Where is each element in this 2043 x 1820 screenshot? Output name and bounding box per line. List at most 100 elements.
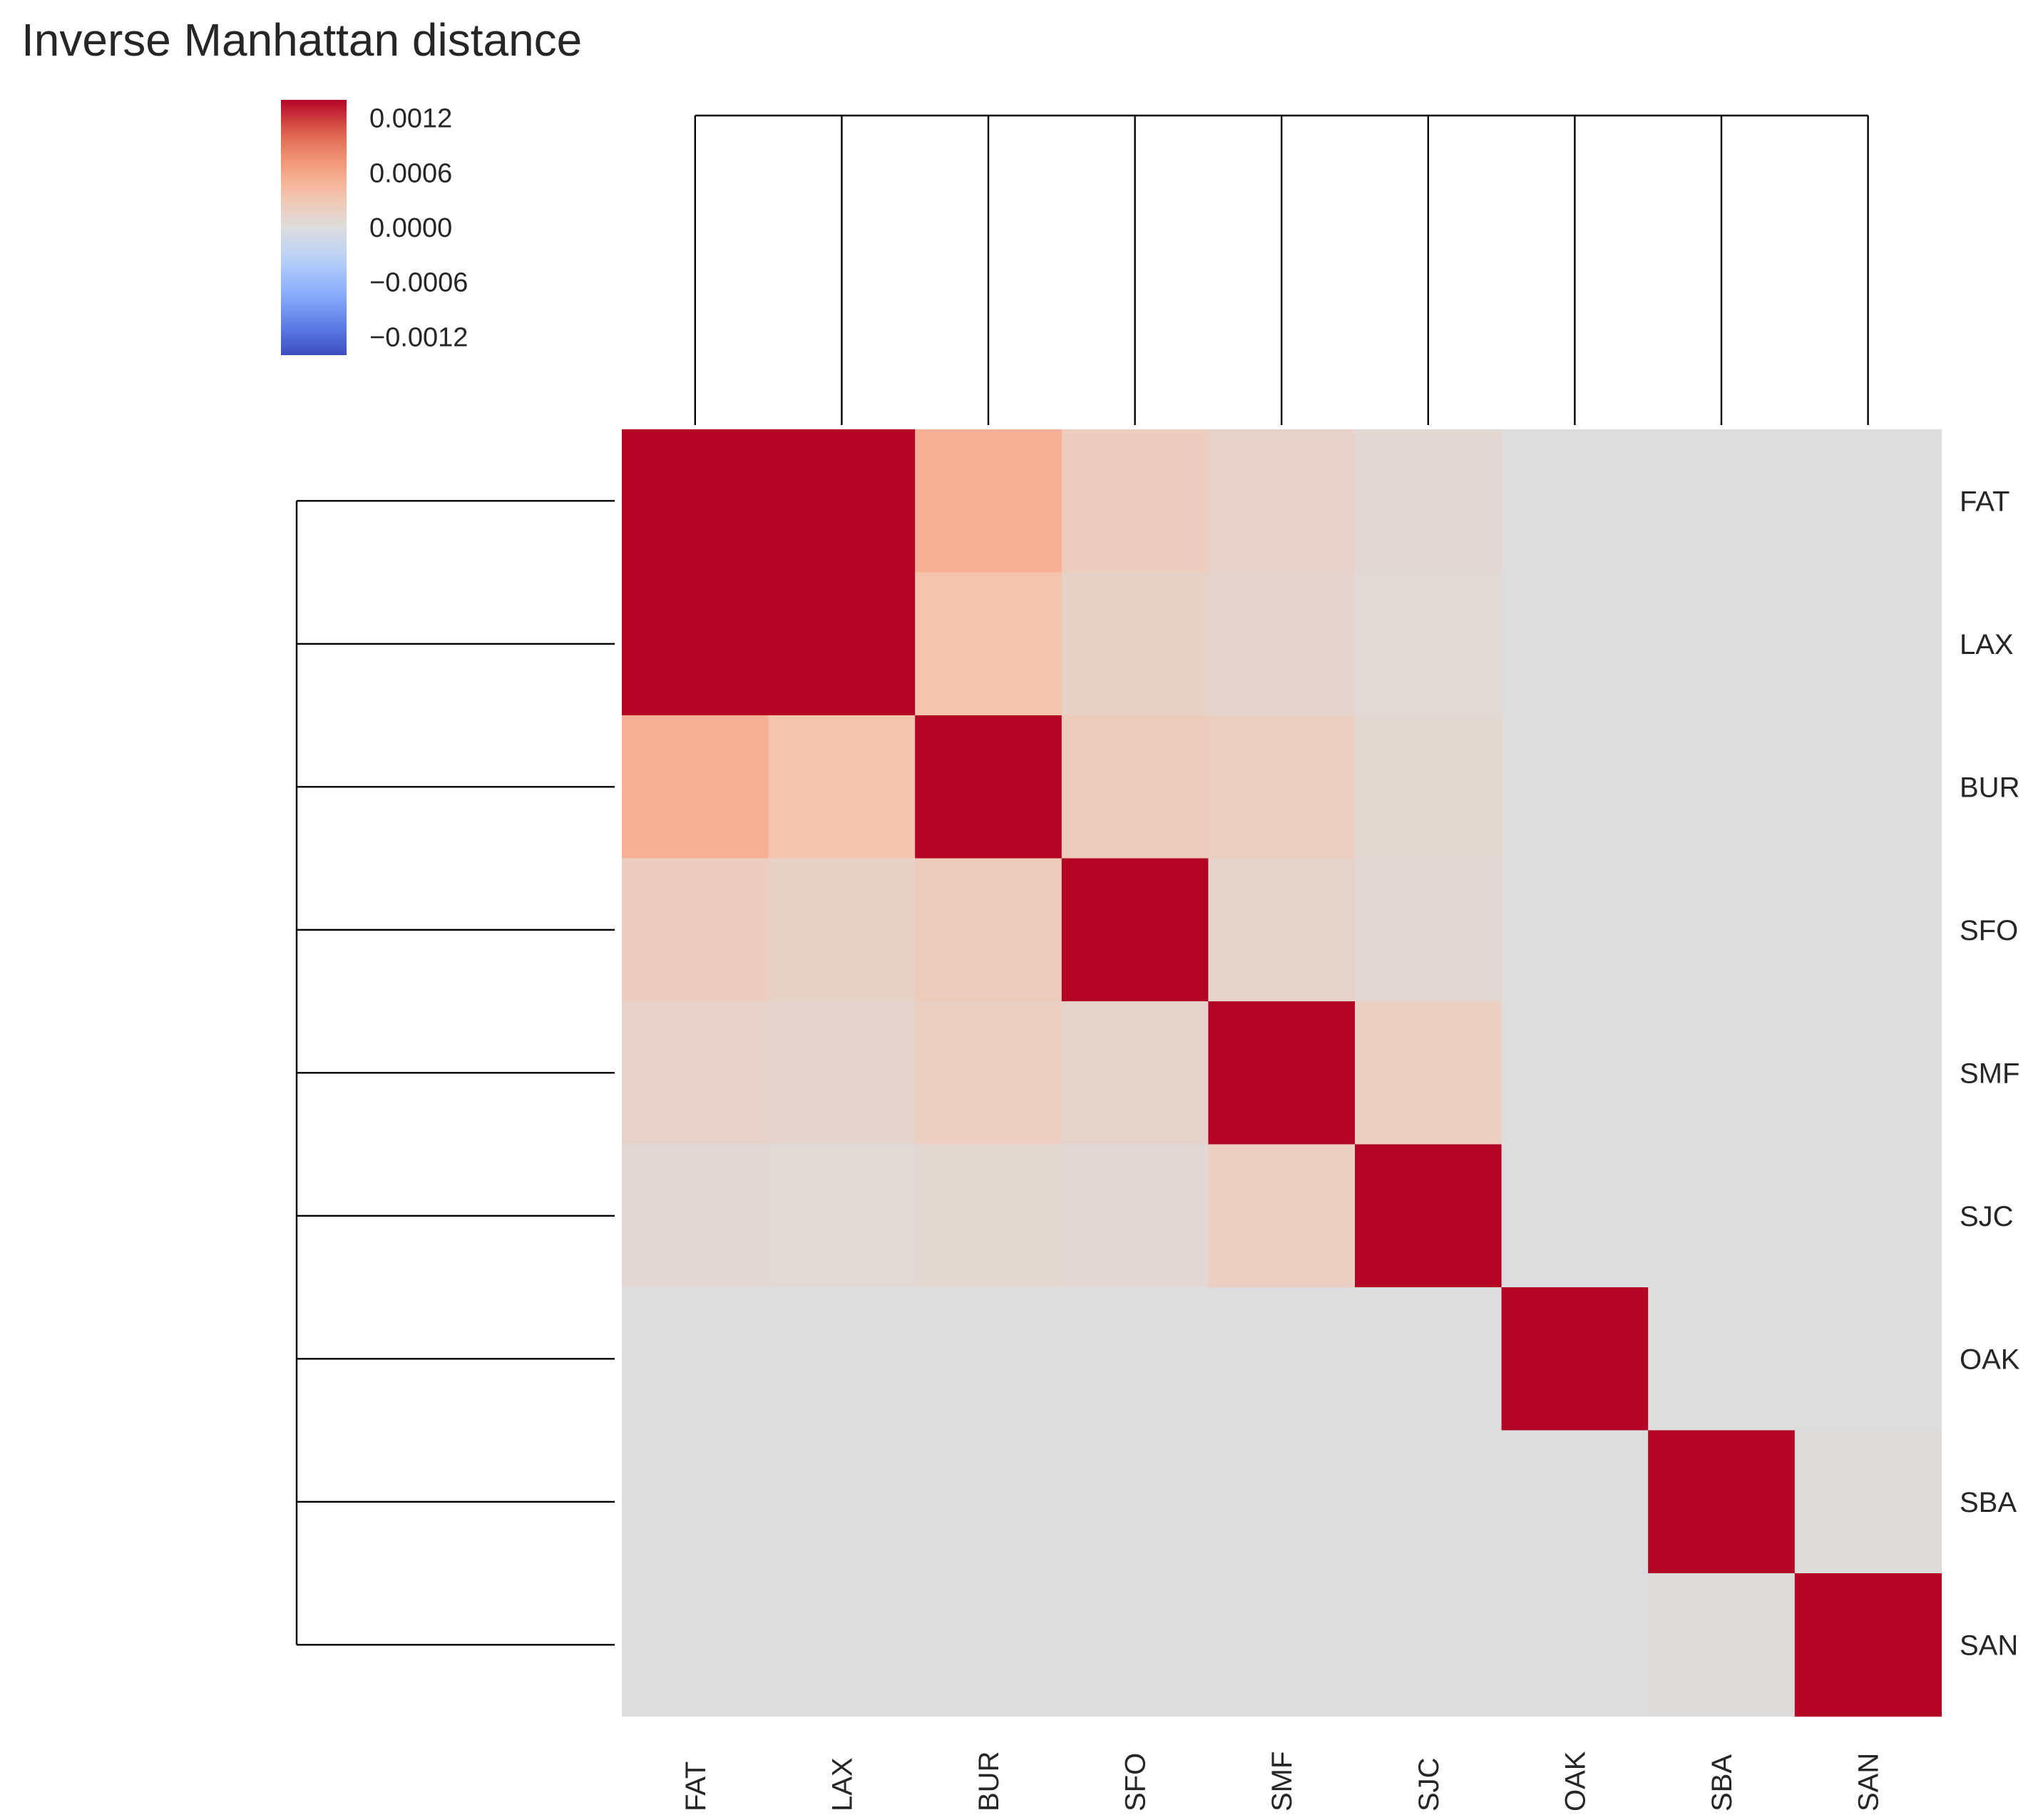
heatmap-cell-fat-sfo: [1061, 429, 1209, 573]
column-dendrogram: [694, 114, 1869, 425]
heatmap-cell-bur-sba: [1648, 715, 1796, 859]
heatmap-cell-fat-bur: [915, 429, 1063, 573]
heatmap-cell-bur-lax: [768, 715, 916, 859]
row-label-smf: SMF: [1960, 1058, 2019, 1089]
heatmap-cell-lax-lax: [768, 572, 916, 716]
heatmap-cell-lax-sba: [1648, 572, 1796, 716]
column-label-san: SAN: [1853, 1753, 1885, 1811]
heatmap-cell-san-bur: [915, 1573, 1063, 1717]
heatmap-cell-sfo-smf: [1208, 858, 1356, 1002]
heatmap-cell-fat-sba: [1648, 429, 1796, 573]
heatmap-cell-sba-sfo: [1061, 1430, 1209, 1574]
heatmap-cell-san-sba: [1648, 1573, 1796, 1717]
row-label-fat: FAT: [1960, 486, 2009, 517]
row-label-oak: OAK: [1960, 1344, 2020, 1375]
row-label-sjc: SJC: [1960, 1201, 2014, 1232]
heatmap-cell-smf-smf: [1208, 1001, 1356, 1145]
column-label-sjc: SJC: [1413, 1757, 1445, 1811]
heatmap-cell-fat-lax: [768, 429, 916, 573]
colorbar-tick-label: 0.0012: [369, 104, 452, 134]
heatmap-cell-oak-fat: [622, 1287, 769, 1431]
column-label-sba: SBA: [1706, 1754, 1738, 1811]
column-label-oak: OAK: [1560, 1751, 1591, 1811]
heatmap-cell-bur-smf: [1208, 715, 1356, 859]
heatmap-cell-san-san: [1794, 1573, 1942, 1717]
colorbar: 0.0012 0.0006 0.0000 −0.0006 −0.0012: [281, 100, 468, 355]
heatmap-cell-sba-lax: [768, 1430, 916, 1574]
heatmap-cell-sfo-sba: [1648, 858, 1796, 1002]
heatmap-cell-oak-smf: [1208, 1287, 1356, 1431]
heatmap-cell-oak-sjc: [1355, 1287, 1502, 1431]
chart-title: Inverse Manhattan distance: [21, 14, 582, 66]
heatmap-cell-bur-fat: [622, 715, 769, 859]
colorbar-tick-label: 0.0000: [369, 213, 452, 243]
heatmap-cell-sba-sjc: [1355, 1430, 1502, 1574]
row-label-sba: SBA: [1960, 1487, 2017, 1518]
heatmap-cell-san-smf: [1208, 1573, 1356, 1717]
heatmap-cell-sba-fat: [622, 1430, 769, 1574]
heatmap-cell-san-oak: [1501, 1573, 1649, 1717]
heatmap-cell-sba-sba: [1648, 1430, 1796, 1574]
row-dendrogram: [295, 500, 615, 1646]
row-label-san: SAN: [1960, 1630, 2018, 1661]
column-label-fat: FAT: [680, 1762, 712, 1811]
heatmap-cell-sba-smf: [1208, 1430, 1356, 1574]
heatmap-cell-fat-smf: [1208, 429, 1356, 573]
heatmap-cell-oak-san: [1794, 1287, 1942, 1431]
heatmap-cell-san-sfo: [1061, 1573, 1209, 1717]
heatmap-cell-bur-sfo: [1061, 715, 1209, 859]
heatmap-cell-sfo-sfo: [1061, 858, 1209, 1002]
heatmap-cell-sfo-lax: [768, 858, 916, 1002]
heatmap-cell-sfo-san: [1794, 858, 1942, 1002]
heatmap: [622, 429, 1942, 1717]
row-label-sfo: SFO: [1960, 915, 2018, 946]
heatmap-cell-smf-lax: [768, 1001, 916, 1145]
heatmap-cell-fat-san: [1794, 429, 1942, 573]
column-label-lax: LAX: [826, 1757, 858, 1811]
heatmap-cell-san-lax: [768, 1573, 916, 1717]
heatmap-cell-smf-sfo: [1061, 1001, 1209, 1145]
heatmap-cell-oak-lax: [768, 1287, 916, 1431]
heatmap-cell-lax-oak: [1501, 572, 1649, 716]
column-label-bur: BUR: [973, 1752, 1005, 1811]
heatmap-cell-fat-sjc: [1355, 429, 1502, 573]
heatmap-cell-sfo-sjc: [1355, 858, 1502, 1002]
row-label-bur: BUR: [1960, 772, 2019, 803]
heatmap-cell-lax-bur: [915, 572, 1063, 716]
heatmap-cell-lax-sfo: [1061, 572, 1209, 716]
heatmap-cell-fat-fat: [622, 429, 769, 573]
column-labels: FAT LAX BUR SFO SMF SJC OAK SBA SAN: [680, 1751, 1885, 1811]
heatmap-cell-san-fat: [622, 1573, 769, 1717]
heatmap-cell-sjc-bur: [915, 1144, 1063, 1288]
heatmap-cell-sba-san: [1794, 1430, 1942, 1574]
colorbar-gradient: [281, 100, 347, 355]
heatmap-cell-oak-sba: [1648, 1287, 1796, 1431]
colorbar-tick-label: −0.0012: [369, 322, 468, 352]
heatmap-cell-sjc-lax: [768, 1144, 916, 1288]
heatmap-cell-sfo-oak: [1501, 858, 1649, 1002]
heatmap-cell-sfo-bur: [915, 858, 1063, 1002]
heatmap-cell-smf-sjc: [1355, 1001, 1502, 1145]
heatmap-cell-sjc-sba: [1648, 1144, 1796, 1288]
heatmap-cell-sjc-oak: [1501, 1144, 1649, 1288]
heatmap-cell-bur-bur: [915, 715, 1063, 859]
colorbar-tick-label: −0.0006: [369, 268, 468, 298]
heatmap-cell-smf-san: [1794, 1001, 1942, 1145]
heatmap-cell-sjc-san: [1794, 1144, 1942, 1288]
heatmap-cell-smf-fat: [622, 1001, 769, 1145]
heatmap-cell-sjc-sfo: [1061, 1144, 1209, 1288]
heatmap-cell-san-sjc: [1355, 1573, 1502, 1717]
heatmap-cell-bur-san: [1794, 715, 1942, 859]
row-label-lax: LAX: [1960, 629, 2014, 660]
heatmap-cell-smf-oak: [1501, 1001, 1649, 1145]
heatmap-cell-fat-oak: [1501, 429, 1649, 573]
heatmap-cell-sjc-smf: [1208, 1144, 1356, 1288]
row-labels: FAT LAX BUR SFO SMF SJC OAK SBA SAN: [1960, 486, 2020, 1661]
heatmap-cell-sba-oak: [1501, 1430, 1649, 1574]
heatmap-cell-bur-oak: [1501, 715, 1649, 859]
heatmap-cell-sjc-sjc: [1355, 1144, 1502, 1288]
heatmap-cell-lax-fat: [622, 572, 769, 716]
heatmap-cell-smf-sba: [1648, 1001, 1796, 1145]
column-label-smf: SMF: [1266, 1752, 1298, 1811]
